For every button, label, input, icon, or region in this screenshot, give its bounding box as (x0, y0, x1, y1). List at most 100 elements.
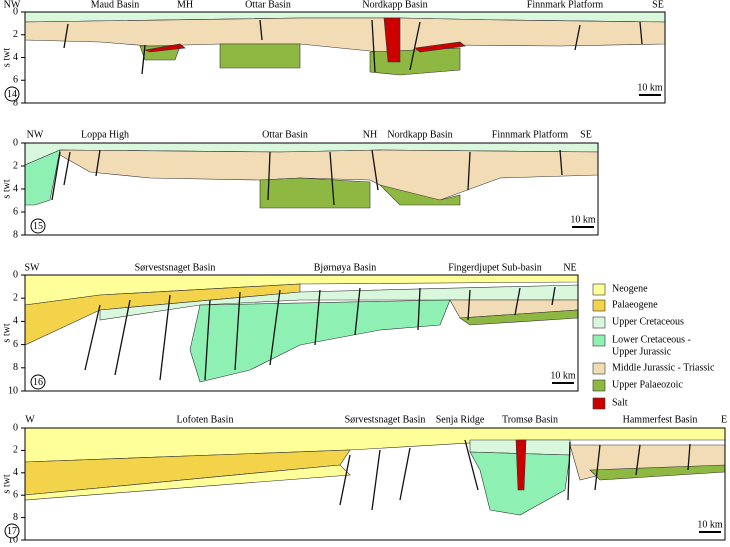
fault (329, 151, 335, 206)
panel-number-circle (4, 86, 20, 102)
fault (269, 289, 281, 366)
location-label: Loppa High (81, 129, 129, 140)
panel-number-circle (30, 374, 46, 390)
legend-label: Neogene (612, 283, 648, 294)
layer (515, 439, 527, 491)
panel-number: 14 (7, 89, 17, 100)
tick-label: 6 (13, 339, 18, 350)
fault (51, 151, 61, 201)
legend-item: Salt (592, 397, 628, 410)
panel-number: 16 (33, 377, 43, 388)
location-label: Hammerfest Basin (623, 414, 698, 425)
fault (371, 449, 381, 511)
location-label: Sørvestsnaget Basin (345, 414, 426, 425)
fault (567, 441, 571, 501)
tick-label: 4 (13, 183, 18, 194)
location-label: Maud Basin (91, 0, 140, 10)
tick-label: 6 (13, 75, 18, 86)
tick-label: 2 (13, 445, 18, 456)
fault (594, 444, 601, 491)
panel-number: 15 (33, 221, 43, 232)
location-label: MH (177, 0, 193, 10)
location-label: NW (27, 129, 44, 140)
fault (409, 21, 421, 71)
legend-swatch (592, 299, 606, 312)
legend-swatch (592, 334, 606, 347)
axis-label: s twt (1, 48, 12, 67)
layer (259, 177, 371, 209)
fault (114, 299, 131, 376)
location-label: Ottar Basin (245, 0, 291, 10)
layer (383, 17, 401, 63)
tick-label: 2 (13, 160, 18, 171)
tick-label: 0 (13, 269, 18, 280)
location-label: Ottar Basin (262, 129, 308, 140)
fault (141, 44, 146, 75)
fault (339, 454, 351, 506)
legend-item: Upper Cretaceous (592, 316, 684, 329)
fault (267, 151, 271, 201)
fault (551, 286, 556, 306)
scale-label: 10 km (550, 370, 576, 381)
location-label: Nordkapp Basin (387, 129, 452, 140)
legend-label: Upper Jurassic (612, 346, 672, 357)
panel-frame (24, 427, 726, 541)
panel-number-circle (30, 218, 46, 234)
location-label: E (721, 414, 727, 425)
axis-label: s twt (1, 323, 12, 342)
legend-item: Lower Cretaceous -Upper Jurassic (592, 334, 691, 357)
location-label: Finnmark Platform (527, 0, 604, 10)
cross-section-panel: 0 2 4 6 8 10 s twt W Lofoten Basin Sørvestsnaget … (1, 414, 727, 545)
fault (417, 287, 421, 331)
layer (369, 47, 461, 76)
layer (24, 17, 666, 53)
tick-label: 8 (13, 512, 18, 523)
legend-item: Upper Palaeozoic (592, 379, 683, 392)
fault (639, 21, 643, 45)
fault (464, 439, 479, 491)
tick-label: 0 (13, 422, 18, 433)
fault (63, 23, 69, 49)
fault (371, 149, 379, 191)
location-label: Fingerdjupet Sub-basin (448, 262, 542, 273)
fault (371, 19, 376, 73)
tick-label: 8 (13, 362, 18, 373)
tick-label: 10 (8, 385, 18, 396)
legend-label: Upper Cretaceous (612, 316, 684, 327)
panel-frame (24, 274, 579, 392)
legend-item: Neogene (592, 283, 648, 296)
location-label: Senja Ridge (436, 414, 485, 425)
legend-label: Upper Palaeozoic (612, 379, 683, 390)
location-label: W (25, 414, 35, 425)
legend-swatch (592, 379, 606, 392)
legend-label: Palaeogene (612, 299, 658, 310)
location-label: Tromsø Basin (502, 414, 558, 425)
fault (574, 24, 581, 51)
tick-label: 0 (13, 137, 18, 148)
panel-number: 17 (7, 526, 17, 537)
cross-section-panel: 0 2 4 6 8 s twt NW Maud Basin MH Ottar Basin Nordk… (1, 0, 666, 108)
tick-label: 8 (13, 97, 18, 108)
location-label: Finnmark Platform (492, 129, 569, 140)
fault (234, 291, 241, 371)
legend-item: Palaeogene (592, 299, 658, 312)
location-label: Lofoten Basin (177, 414, 234, 425)
fault (204, 299, 211, 381)
fault (559, 149, 563, 176)
tick-label: 10 (8, 534, 18, 545)
fault (687, 443, 691, 471)
fault (63, 151, 71, 186)
fault (514, 287, 521, 316)
location-label: SE (652, 0, 664, 10)
scale-label: 10 km (570, 214, 596, 225)
legend-swatch (592, 316, 606, 329)
scale-label: 10 km (697, 519, 723, 530)
fault (399, 447, 411, 501)
fault (467, 151, 471, 191)
fault (95, 149, 101, 177)
tick-label: 6 (13, 206, 18, 217)
fault (354, 287, 361, 336)
legend-swatch (592, 283, 606, 296)
axis-label: s twt (1, 179, 12, 198)
